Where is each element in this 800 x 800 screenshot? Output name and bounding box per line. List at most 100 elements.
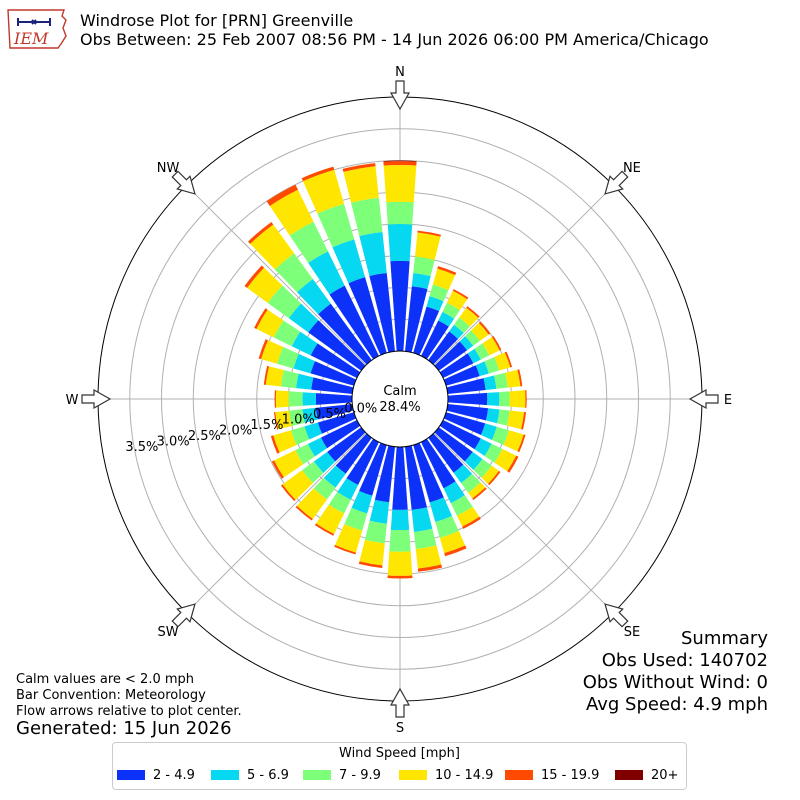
- windrose-bar-segment: [405, 286, 428, 353]
- windrose-bar-segment: [521, 412, 527, 430]
- radial-tick-label: 3.0%: [157, 434, 190, 449]
- windrose-bar-segment: [475, 361, 489, 377]
- generated-date: Generated: 15 Jun 2026: [16, 718, 232, 739]
- flow-arrow-shape: [604, 170, 629, 195]
- windrose-bar-segment: [447, 392, 488, 406]
- windrose-bar-segment: [517, 369, 523, 387]
- windrose-bar-segment: [450, 495, 473, 516]
- windrose-bar-segment: [369, 272, 395, 353]
- windrose-bar-segment: [313, 477, 336, 500]
- legend-label: 2 - 4.9: [153, 767, 195, 783]
- windrose-bar-segment: [491, 426, 510, 446]
- windrose-bar-segment: [446, 378, 486, 394]
- windrose-bar-segment: [261, 340, 284, 364]
- legend-label: 7 - 9.9: [339, 767, 381, 783]
- windrose-bar-segment: [288, 391, 303, 407]
- windrose-bar-segment: [437, 266, 457, 276]
- chart-title: Windrose Plot for [PRN] Greenville: [80, 11, 354, 30]
- grid-spoke: [433, 185, 614, 366]
- windrose-bar-segment: [374, 445, 395, 503]
- logo-text: IEM: [13, 29, 49, 48]
- windrose-bar-segment: [256, 309, 284, 338]
- windrose-bar-segment: [334, 544, 356, 555]
- windrose-bar-segment: [244, 265, 265, 288]
- windrose-bar-segment: [417, 230, 441, 237]
- windrose-bar-segment: [484, 357, 500, 374]
- windrose-bar-segment: [499, 391, 510, 407]
- windrose-bar-segment: [421, 320, 449, 360]
- windrose-bar-segment: [335, 433, 372, 474]
- summary-obs-without-wind: Obs Without Wind: 0: [582, 672, 768, 693]
- windrose-bar-segment: [359, 442, 387, 496]
- legend-item: 2 - 4.9: [117, 767, 195, 783]
- windrose-bar-segment: [317, 203, 355, 248]
- radial-tick-label: 0.5%: [313, 407, 346, 422]
- flow-arrow-icon: [389, 80, 411, 111]
- windrose-bar-segment: [313, 451, 336, 473]
- windrose-bar-segment: [414, 232, 441, 261]
- windrose-bar-segment: [337, 478, 359, 500]
- windrose-bar-segment: [411, 507, 433, 532]
- flow-arrow-shape: [81, 388, 112, 410]
- windrose-bar-segment: [453, 464, 473, 484]
- legend-swatch: [399, 770, 427, 780]
- legend-item: 10 - 14.9: [399, 767, 493, 783]
- windrose-bar-segment: [481, 465, 499, 484]
- iem-logo: IEM: [7, 9, 67, 49]
- windrose-bar-segment: [302, 392, 317, 406]
- compass-label: N: [395, 65, 405, 80]
- windrose-bar-segment: [468, 482, 486, 499]
- windrose-bar-segment: [482, 337, 500, 356]
- windrose-bar-segment: [465, 330, 480, 346]
- windrose-bar-segment: [281, 484, 296, 502]
- windrose-bar-segment: [432, 268, 456, 291]
- windrose-bar-segment: [429, 284, 449, 302]
- windrose-bar-segment: [323, 465, 346, 488]
- summary-obs-used: Obs Used: 140702: [601, 650, 768, 671]
- grid-spoke: [186, 185, 367, 366]
- windrose-bar-segment: [276, 346, 299, 369]
- flow-arrow-icon: [688, 388, 719, 410]
- windrose-bar-segment: [308, 320, 366, 371]
- windrose-bar-segment: [480, 423, 497, 440]
- windrose-bar-segment: [504, 351, 513, 368]
- windrose-bar-segment: [302, 461, 324, 484]
- windrose-bar-segment: [484, 443, 503, 463]
- windrose-bar-segment: [351, 490, 373, 514]
- calm-circle: [351, 350, 449, 448]
- chart-subtitle: Obs Between: 25 Feb 2007 08:56 PM - 14 J…: [80, 30, 709, 49]
- flow-arrow-icon: [171, 603, 196, 628]
- windrose-bar-segment: [474, 438, 492, 457]
- flow-arrow-shape: [688, 388, 719, 410]
- flow-arrow-shape: [389, 80, 411, 111]
- windrose-bar-segment: [417, 564, 443, 572]
- windrose-bar-segment: [295, 443, 315, 465]
- windrose-bar-segment: [254, 308, 268, 329]
- windrose-bar-segment: [525, 390, 527, 408]
- windrose-bar-segment: [413, 442, 444, 503]
- windrose-bar-segment: [449, 324, 464, 339]
- legend-item: 5 - 6.9: [211, 767, 289, 783]
- windrose-bar-segment: [411, 272, 431, 289]
- windrose-bar-segment: [494, 372, 508, 389]
- compass-label: S: [396, 721, 404, 736]
- calm-value: 28.4%: [379, 400, 420, 415]
- windrose-bar-segment: [263, 365, 270, 385]
- windrose-bar-segment: [302, 169, 345, 214]
- windrose-bar-segment: [247, 267, 283, 303]
- windrose-bar-segment: [487, 392, 500, 406]
- bar-convention-note: Bar Convention: Meteorology: [16, 688, 206, 703]
- windrose-bar-segment: [271, 460, 284, 479]
- windrose-bar-segment: [483, 375, 497, 391]
- windrose-bar-segment: [344, 507, 368, 531]
- legend-swatch: [211, 770, 239, 780]
- windrose-bar-segment: [267, 285, 302, 319]
- windrose-bar-segment: [428, 433, 464, 473]
- windrose-bar-segment: [471, 322, 489, 341]
- windrose-bar-segment: [258, 339, 268, 360]
- legend-title: Wind Speed [mph]: [339, 746, 460, 761]
- windrose-bar-segment: [446, 404, 489, 421]
- windrose-bar-segment: [413, 256, 435, 277]
- windrose-bar-segment: [269, 189, 314, 236]
- windrose-bar-segment: [415, 545, 442, 569]
